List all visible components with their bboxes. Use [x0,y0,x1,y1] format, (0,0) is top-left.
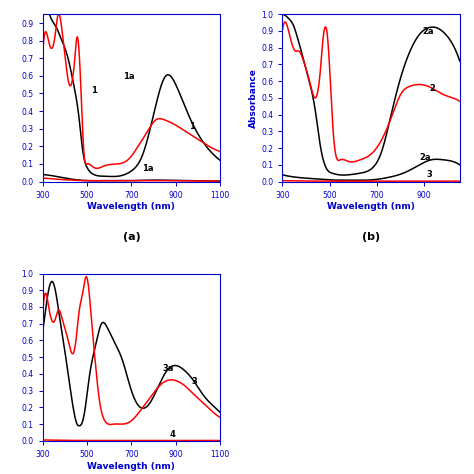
Text: 3: 3 [191,377,197,386]
Text: 3a: 3a [163,364,174,373]
Text: 1: 1 [189,122,195,131]
Text: 3: 3 [427,170,432,179]
Text: 2a: 2a [419,153,431,162]
Text: 1a: 1a [143,164,154,173]
Text: 2a: 2a [422,27,433,36]
X-axis label: Wavelength (nm): Wavelength (nm) [88,462,175,471]
Text: 1: 1 [91,86,97,95]
Text: 4: 4 [169,429,175,438]
X-axis label: Wavelength (nm): Wavelength (nm) [88,202,175,211]
Text: 2: 2 [429,84,435,93]
Text: 1a: 1a [123,73,134,82]
Y-axis label: Absorbance: Absorbance [249,68,258,128]
Text: (b): (b) [362,232,380,242]
X-axis label: Wavelength (nm): Wavelength (nm) [327,202,415,211]
Text: (a): (a) [123,232,140,242]
